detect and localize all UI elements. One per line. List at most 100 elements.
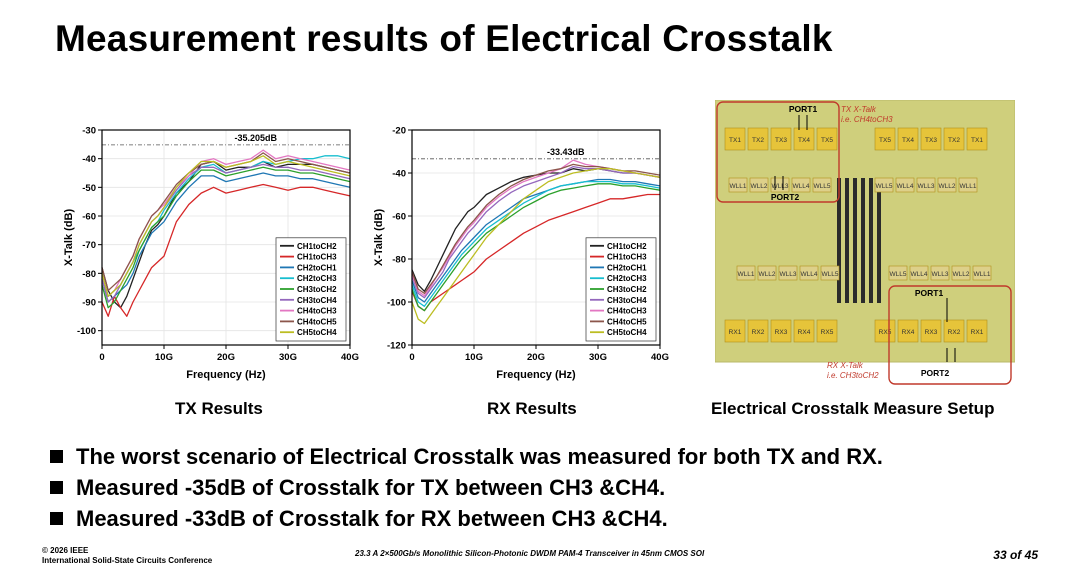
port2-label: PORT2 (921, 368, 950, 378)
y-tick-label: -40 (392, 169, 406, 180)
rx-xtalk-example: i.e. CH3toCH2 (827, 371, 879, 380)
y-tick-label: -70 (82, 240, 96, 251)
annotation-label: -33.43dB (547, 147, 585, 157)
y-tick-label: -120 (387, 341, 406, 352)
wll-block (895, 177, 915, 193)
rx-block (874, 319, 896, 343)
rx-xtalk-label: RX X-Talk (827, 361, 864, 370)
x-tick-label: 0 (99, 352, 104, 363)
wll-block (888, 265, 908, 281)
center-trace (845, 178, 849, 303)
legend-label: CH3toCH2 (607, 285, 647, 294)
rx-block (920, 319, 942, 343)
tx-block-label: TX3 (775, 137, 787, 144)
wll-block (972, 265, 992, 281)
tx-block-label: TX5 (821, 137, 833, 144)
tx-chart: -35.205dB -30 -40 -50 -60 -70 -80 -90 -100 0 10G 20… (63, 126, 359, 382)
wll-block-label: WLL3 (772, 183, 789, 190)
rx-block-label: RX4 (798, 329, 811, 336)
tx-block (770, 127, 792, 151)
rx-block (816, 319, 838, 343)
legend-label: CH4toCH3 (297, 307, 337, 316)
y-tick-label: -20 (392, 126, 406, 137)
wll-block (799, 265, 819, 281)
wll-block-label: WLL4 (793, 183, 810, 190)
tx-block (966, 127, 988, 151)
legend-label: CH3toCH4 (607, 296, 647, 305)
rx-block-label: RX4 (902, 329, 915, 336)
legend-label: CH3toCH4 (297, 296, 337, 305)
square-bullet-icon (50, 481, 63, 494)
tx-xtalk-highlight (716, 101, 840, 203)
y-axis-label: X-Talk (dB) (373, 209, 385, 267)
x-tick-label: 0 (409, 352, 414, 363)
tx-block (747, 127, 769, 151)
x-tick-label: 20G (217, 352, 235, 363)
crosstalk-setup-image: TX1 TX2 TX3 TX4 TX5 TX5 TX4 TX3 TX2 TX1 WLL1 WLL2 WL… (715, 100, 1015, 385)
y-tick-label: -60 (392, 212, 406, 223)
legend-label: CH1toCH2 (297, 242, 337, 251)
series-line-CH4toCH5 (101, 152, 351, 292)
legend-label: CH1toCH2 (607, 242, 647, 251)
wll-block-label: WLL5 (822, 271, 839, 278)
tx-xtalk-example: i.e. CH4toCH3 (841, 115, 893, 124)
tx-block-label: TX2 (948, 137, 960, 144)
rx-block (943, 319, 965, 343)
y-tick-label: -90 (82, 298, 96, 309)
legend-label: CH1toCH3 (297, 253, 337, 262)
y-tick-label: -30 (82, 126, 96, 137)
rx-block (724, 319, 746, 343)
wll-block (812, 177, 832, 193)
port2-label: PORT2 (771, 192, 800, 202)
tx-block-label: TX4 (798, 137, 810, 144)
rx-block (897, 319, 919, 343)
tx-block (874, 127, 896, 151)
x-axis-label: Frequency (Hz) (496, 369, 576, 381)
wll-block-label: WLL1 (738, 271, 755, 278)
wll-block-label: WLL3 (780, 271, 797, 278)
wll-block-label: WLL1 (974, 271, 991, 278)
page-number: 33 of 45 (993, 548, 1038, 562)
tx-xtalk-label: TX X-Talk (841, 105, 877, 114)
y-axis-label: X-Talk (dB) (63, 209, 75, 267)
bullet-item: Measured -33dB of Crosstalk for RX betwe… (50, 503, 883, 534)
center-trace (869, 178, 873, 303)
legend-label: CH4toCH3 (607, 307, 647, 316)
series-line-CH5toCH4 (101, 155, 351, 297)
y-tick-label: -40 (82, 154, 96, 165)
rx-block-label: RX5 (879, 329, 892, 336)
tx-block (943, 127, 965, 151)
rx-block-label: RX3 (775, 329, 788, 336)
bullet-item: The worst scenario of Electrical Crossta… (50, 441, 883, 472)
series-line-CH3toCH4 (411, 165, 661, 299)
footer-copyright: © 2026 IEEE International Solid-State Ci… (42, 546, 213, 565)
wll-block-label: WLL1 (730, 183, 747, 190)
legend-label: CH2toCH1 (607, 263, 647, 272)
wll-block (820, 265, 840, 281)
x-tick-label: 10G (465, 352, 483, 363)
tx-block-label: TX3 (925, 137, 937, 144)
wll-block-label: WLL2 (751, 183, 768, 190)
wll-block (728, 177, 748, 193)
wll-block-label: WLL4 (911, 271, 928, 278)
y-tick-label: -60 (82, 212, 96, 223)
series-line-CH1toCH3 (101, 183, 351, 317)
bullet-list: The worst scenario of Electrical Crossta… (50, 441, 883, 534)
tx-block-label: TX1 (971, 137, 983, 144)
port1-label: PORT1 (789, 104, 818, 114)
rx-block-label: RX5 (821, 329, 834, 336)
rx-block (966, 319, 988, 343)
legend-label: CH4toCH5 (607, 317, 647, 326)
wll-block (916, 177, 936, 193)
tx-block (816, 127, 838, 151)
x-tick-label: 40G (651, 352, 669, 363)
wll-block-label: WLL5 (890, 271, 907, 278)
x-tick-label: 10G (155, 352, 173, 363)
rx-xtalk-highlight (888, 285, 1012, 385)
annotation-label: -35.205dB (234, 133, 277, 143)
series-line-CH2toCH1 (411, 178, 661, 303)
wll-block-label: WLL2 (953, 271, 970, 278)
tx-block-label: TX4 (902, 137, 914, 144)
wll-block (736, 265, 756, 281)
